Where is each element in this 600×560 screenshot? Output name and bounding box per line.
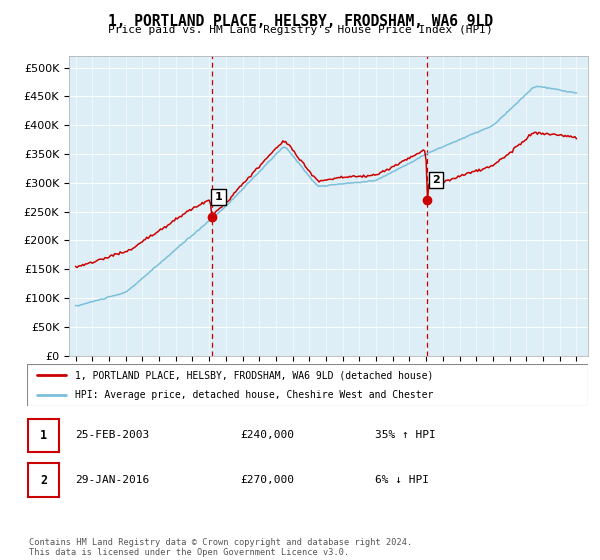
Text: 35% ↑ HPI: 35% ↑ HPI [375, 431, 436, 440]
Text: 1, PORTLAND PLACE, HELSBY, FRODSHAM, WA6 9LD (detached house): 1, PORTLAND PLACE, HELSBY, FRODSHAM, WA6… [74, 370, 433, 380]
Text: 1, PORTLAND PLACE, HELSBY, FRODSHAM, WA6 9LD: 1, PORTLAND PLACE, HELSBY, FRODSHAM, WA6… [107, 14, 493, 29]
Text: HPI: Average price, detached house, Cheshire West and Chester: HPI: Average price, detached house, Ches… [74, 390, 433, 400]
Text: 29-JAN-2016: 29-JAN-2016 [74, 475, 149, 485]
Text: £270,000: £270,000 [240, 475, 294, 485]
Text: Contains HM Land Registry data © Crown copyright and database right 2024.
This d: Contains HM Land Registry data © Crown c… [29, 538, 412, 557]
Text: 25-FEB-2003: 25-FEB-2003 [74, 431, 149, 440]
Text: 1: 1 [40, 429, 47, 442]
Text: 1: 1 [214, 192, 222, 202]
Text: 6% ↓ HPI: 6% ↓ HPI [375, 475, 429, 485]
FancyBboxPatch shape [28, 419, 59, 452]
Text: £240,000: £240,000 [240, 431, 294, 440]
FancyBboxPatch shape [28, 464, 59, 497]
Text: Price paid vs. HM Land Registry's House Price Index (HPI): Price paid vs. HM Land Registry's House … [107, 25, 493, 35]
Text: 2: 2 [432, 175, 440, 185]
Text: 2: 2 [40, 474, 47, 487]
FancyBboxPatch shape [27, 364, 588, 406]
